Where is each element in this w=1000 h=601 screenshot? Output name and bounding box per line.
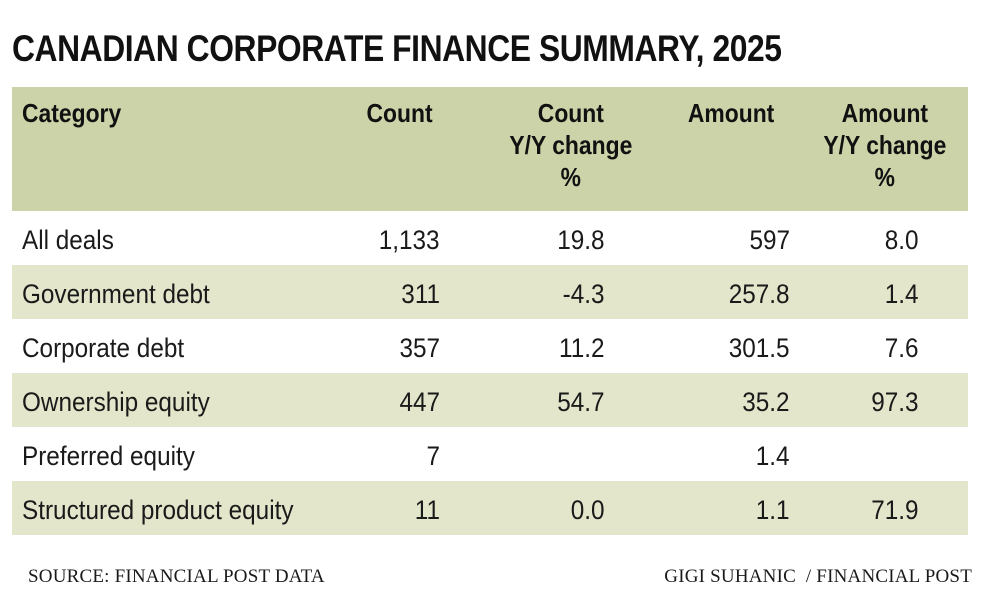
table-row: All deals 1,133 19.8 597 8.0 [12, 211, 968, 265]
cell-amount-yy: 97.3 [871, 387, 919, 417]
cell-amount-yy: 8.0 [885, 225, 919, 255]
cell-category: Corporate debt [22, 333, 185, 363]
credit-note: GIGI SUHANIC / FINANCIAL POST [664, 566, 972, 587]
cell-amount: 1.1 [756, 495, 790, 525]
cell-count: 447 [399, 387, 440, 417]
cell-amount-yy: 71.9 [871, 495, 919, 525]
cell-count-yy [492, 427, 605, 481]
table-row: Ownership equity 447 54.7 35.2 97.3 [12, 373, 968, 427]
cell-count: 7 [426, 441, 440, 471]
cell-amount-yy: 7.6 [885, 333, 919, 363]
chart-title: CANADIAN CORPORATE FINANCE SUMMARY, 2025 [12, 28, 782, 69]
header-line: Amount [841, 98, 929, 128]
table-row: Structured product equity 11 0.0 1.1 71.… [12, 481, 968, 535]
cell-count-yy: 54.7 [557, 387, 605, 417]
cell-count-yy: 0.0 [571, 495, 605, 525]
cell-count: 11 [414, 495, 440, 525]
cell-count-yy: 19.8 [557, 225, 605, 255]
column-header-amount: Amount [672, 97, 790, 129]
table-row: Government debt 311 -4.3 257.8 1.4 [12, 265, 968, 319]
header-line: Amount [687, 98, 775, 128]
header-line: Y/Y change [509, 130, 633, 160]
header-line: Y/Y change [823, 130, 947, 160]
table-header-row: Category Count Count Y/Y change % Amount… [12, 87, 968, 211]
cell-amount-yy [812, 427, 919, 481]
header-line: Count [366, 98, 434, 128]
source-note: SOURCE: FINANCIAL POST DATA [28, 566, 325, 587]
table-row: Corporate debt 357 11.2 301.5 7.6 [12, 319, 968, 373]
cell-category: Preferred equity [22, 441, 195, 471]
cell-category: Ownership equity [22, 387, 210, 417]
header-line: Category [22, 98, 122, 128]
table-row: Preferred equity 7 1.4 [12, 427, 968, 481]
cell-count-yy: 11.2 [559, 333, 605, 363]
cell-category: Structured product equity [22, 495, 294, 525]
cell-count-yy: -4.3 [563, 279, 605, 309]
cell-count: 357 [399, 333, 440, 363]
column-header-count-yy: Count Y/Y change % [482, 97, 660, 193]
column-header-amount-yy: Amount Y/Y change % [802, 97, 968, 193]
cell-count: 1,133 [379, 225, 440, 255]
header-line: % [560, 162, 582, 192]
cell-amount: 1.4 [756, 441, 790, 471]
column-header-category: Category [22, 97, 322, 129]
cell-category: All deals [22, 225, 114, 255]
column-header-count: Count [342, 97, 458, 129]
header-line: % [874, 162, 896, 192]
cell-amount: 257.8 [729, 279, 790, 309]
finance-summary-table: Category Count Count Y/Y change % Amount… [12, 87, 968, 535]
cell-amount: 35.2 [742, 387, 790, 417]
cell-amount-yy: 1.4 [885, 279, 919, 309]
cell-count: 311 [401, 279, 440, 309]
cell-amount: 301.5 [729, 333, 790, 363]
header-line: Count [537, 98, 605, 128]
cell-amount: 597 [749, 225, 790, 255]
cell-category: Government debt [22, 279, 210, 309]
